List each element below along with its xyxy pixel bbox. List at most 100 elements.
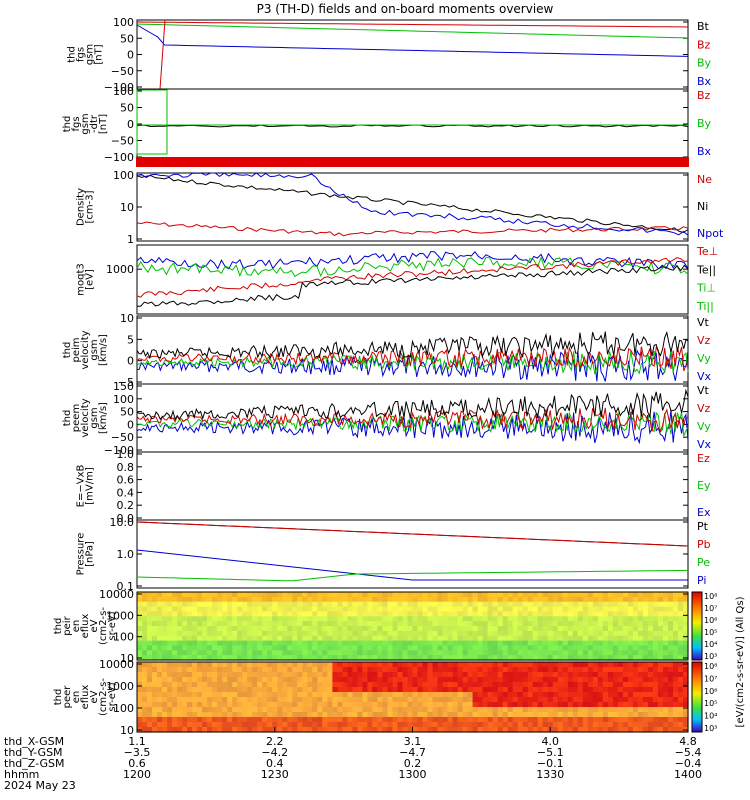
panel-frame [136,519,689,589]
colorbar-tick-label: 10³ [704,652,717,661]
vy-line [136,349,689,376]
traces-pressure [136,521,689,582]
legend-peem-velocity: Vx [697,438,712,451]
x-tick-label: 0.2 [404,757,422,770]
ti-perp-line [136,250,689,270]
red-band [136,157,689,167]
vz-line [136,407,689,433]
y-axis-label-line: E=−VxB [76,465,87,508]
traces-peem-velocity [136,388,689,445]
y-axis-label-line: Density [76,188,87,226]
legend-density: Ni [697,200,708,213]
y-tick-label: 0 [127,355,134,368]
npot-line [136,172,689,236]
legend-efield: Ey [697,479,711,492]
y-axis-label-line: peim [71,337,82,362]
y-axis-label-line: thd [62,342,73,359]
x-tick-label: 1400 [674,768,702,781]
legend-pressure: Pi [697,574,706,587]
y-axis-label-line: velocity [80,330,91,369]
vz-line [136,346,689,372]
y-tick-label: 10000 [99,588,134,601]
y-axis-label-line: thd [53,618,64,635]
panel-peer-eflux: 10000100010010thdpeerenefluxeV(cm2-s-sr-… [53,658,689,737]
legend-pressure: Pe [697,556,710,569]
vt-line [136,388,689,421]
panel-frame [136,88,689,160]
colorbar-tick-label: 10⁶ [704,687,717,696]
legend-fgs-gsm: Bx [697,75,712,88]
legend-pressure: Pb [697,538,711,551]
y-axis-label-line: moqt3 [76,263,87,296]
colorbar-tick-label: 10⁷ [704,604,717,613]
y-axis-label-line: fgs [71,116,82,131]
legend-fgs-gsm: By [697,57,712,70]
colorbar-label-text: [eV/(cm2-s-sr-eV)] (All Qs) [735,596,746,727]
legend-peem-velocity: Vz [697,402,711,415]
colorbar-tick-label: 10⁷ [704,674,717,683]
x-tick-label: −0.1 [537,757,564,770]
x-axis-row-label: 2024 May 23 [4,779,76,792]
y-tick-label: 1.0 [117,448,135,461]
y-axis-label-line: peem [71,404,82,432]
y-tick-label: 0.0 [117,512,135,525]
traces-temperature [136,250,689,307]
colorbar-tick-label: 10⁸ [704,662,717,671]
colorbar: 10⁸10⁷10⁶10⁵10⁴10³10⁸10⁷10⁶10⁵10⁴10³[eV/… [691,591,746,733]
y-tick-label: 0 [127,418,134,431]
y-tick-label: 0.8 [117,461,135,474]
y-tick-label: 10 [120,201,134,214]
y-tick-label: 100 [113,16,134,29]
legend-efield: Ex [697,506,711,519]
y-axis-label: moqt3[eV] [76,263,96,296]
legend-pressure: Pt [697,520,709,533]
y-tick-label: −100 [104,444,134,457]
legend-fgs-gsm-detrended: By [697,117,712,130]
x-tick-label: −5.1 [537,746,564,759]
y-axis-label-line: gsm [89,407,100,428]
colorbar-tick-label: 10⁴ [704,712,717,721]
y-tick-label: −50 [111,135,134,148]
y-tick-label: 0.4 [117,486,135,499]
y-tick-label: 0 [127,49,134,62]
y-axis-label-line: eflux [80,685,91,710]
x-tick-label: −3.5 [124,746,151,759]
bx-line [136,24,689,57]
legend-peim-velocity: Vy [697,352,711,365]
y-axis-label-line: peer [62,685,73,709]
y-axis-label-line: fgs [76,47,87,62]
y-tick-label: 10.0 [110,516,135,529]
legend-fgs-gsm-detrended: Bx [697,145,712,158]
x-tick-label: 4.8 [679,735,697,748]
colorbar-tick-label: 10⁶ [704,616,717,625]
panel-frame [136,591,689,661]
x-tick-label: 0.6 [128,757,146,770]
y-tick-label: 1000 [106,609,134,622]
colorbar-tick-label: 10³ [704,724,717,733]
vt-line [136,330,689,360]
x-tick-label: 4.0 [542,735,560,748]
traces-fgs-gsm-detrended [136,89,689,155]
y-tick-label: −50 [111,431,134,444]
x-tick-label: 1300 [399,768,427,781]
ne-line [136,221,689,237]
y-axis-label-line: gsm [80,113,91,134]
y-tick-label: 5 [127,333,134,346]
y-tick-label: 1.0 [117,548,135,561]
te-perp-line [136,257,689,298]
y-axis-label-line: eflux [80,614,91,639]
x-axis-row-label: thd_X-GSM [4,735,64,748]
pb-line [136,521,689,547]
bz-line [136,21,689,28]
x-tick-label: −4.2 [261,746,288,759]
legend-peem-velocity: Vy [697,420,711,433]
legend-temperature: Ti⊥ [696,282,716,295]
panel-efield: 1.00.80.60.40.20.0 E=−VxB[mV/m] Ez Ey Ex [76,448,711,525]
x-tick-label: −4.7 [399,746,426,759]
